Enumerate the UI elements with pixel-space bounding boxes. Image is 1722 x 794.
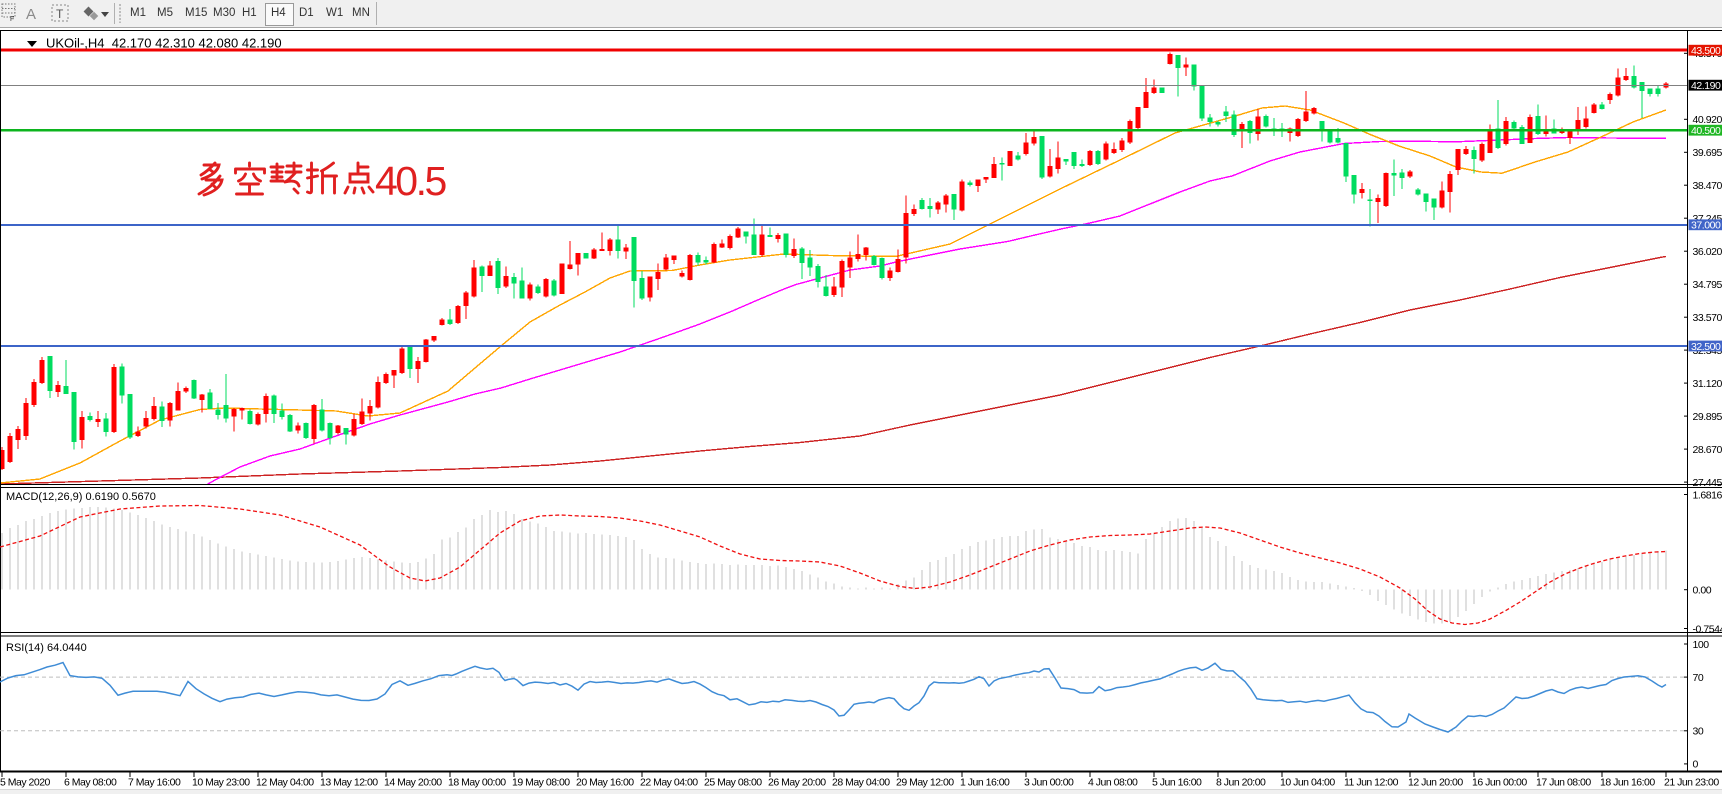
svg-text:F: F	[10, 16, 14, 23]
svg-text:27.445: 27.445	[1693, 477, 1722, 489]
svg-text:-0.7544: -0.7544	[1693, 623, 1722, 635]
svg-text:28.670: 28.670	[1693, 444, 1722, 456]
svg-text:40.500: 40.500	[1691, 125, 1721, 137]
svg-text:6 May 08:00: 6 May 08:00	[64, 777, 117, 789]
svg-text:22 May 04:00: 22 May 04:00	[640, 777, 698, 789]
svg-text:25 May 08:00: 25 May 08:00	[704, 777, 762, 789]
svg-text:37.000: 37.000	[1691, 220, 1721, 232]
svg-text:32.500: 32.500	[1691, 341, 1721, 353]
svg-text:12 May 04:00: 12 May 04:00	[256, 777, 314, 789]
svg-text:39.695: 39.695	[1693, 147, 1722, 159]
svg-text:36.020: 36.020	[1693, 246, 1722, 258]
svg-text:A: A	[26, 6, 36, 23]
svg-text:3 Jun 00:00: 3 Jun 00:00	[1024, 777, 1074, 789]
svg-text:33.570: 33.570	[1693, 312, 1722, 324]
svg-text:12 Jun 20:00: 12 Jun 20:00	[1408, 777, 1463, 789]
svg-text:10 Jun 04:00: 10 Jun 04:00	[1280, 777, 1335, 789]
svg-text:42.190: 42.190	[1691, 80, 1721, 92]
svg-text:26 May 20:00: 26 May 20:00	[768, 777, 826, 789]
svg-text:19 May 08:00: 19 May 08:00	[512, 777, 570, 789]
svg-text:14 May 20:00: 14 May 20:00	[384, 777, 442, 789]
svg-text:MACD(12,26,9) 0.6190 0.5670: MACD(12,26,9) 0.6190 0.5670	[6, 491, 156, 503]
svg-text:1.6816: 1.6816	[1693, 489, 1722, 501]
svg-text:21 Jun 23:00: 21 Jun 23:00	[1664, 777, 1719, 789]
svg-text:18 May 00:00: 18 May 00:00	[448, 777, 506, 789]
svg-text:0: 0	[1693, 759, 1699, 771]
svg-text:34.795: 34.795	[1693, 279, 1722, 291]
svg-text:11 Jun 12:00: 11 Jun 12:00	[1344, 777, 1399, 789]
svg-text:43.500: 43.500	[1691, 45, 1721, 57]
svg-text:29.895: 29.895	[1693, 411, 1722, 423]
svg-text:17 Jun 08:00: 17 Jun 08:00	[1536, 777, 1591, 789]
svg-text:16 Jun 00:00: 16 Jun 00:00	[1472, 777, 1527, 789]
svg-text:30: 30	[1693, 726, 1704, 738]
svg-text:31.120: 31.120	[1693, 378, 1722, 390]
svg-text:8 Jun 20:00: 8 Jun 20:00	[1216, 777, 1266, 789]
svg-text:28 May 04:00: 28 May 04:00	[832, 777, 890, 789]
svg-text:70: 70	[1693, 672, 1704, 684]
svg-text:40.5: 40.5	[375, 158, 446, 204]
svg-text:5 Jun 16:00: 5 Jun 16:00	[1152, 777, 1202, 789]
svg-text:5 May 2020: 5 May 2020	[0, 777, 51, 789]
svg-text:4 Jun 08:00: 4 Jun 08:00	[1088, 777, 1138, 789]
svg-text:7 May 16:00: 7 May 16:00	[128, 777, 181, 789]
svg-text:1 Jun 16:00: 1 Jun 16:00	[960, 777, 1010, 789]
svg-text:40.920: 40.920	[1693, 114, 1722, 126]
svg-text:100: 100	[1693, 639, 1710, 651]
svg-text:29 May 12:00: 29 May 12:00	[896, 777, 954, 789]
svg-text:13 May 12:00: 13 May 12:00	[320, 777, 378, 789]
svg-text:18 Jun 16:00: 18 Jun 16:00	[1600, 777, 1655, 789]
svg-text:RSI(14) 64.0440: RSI(14) 64.0440	[6, 642, 87, 654]
svg-text:0.00: 0.00	[1693, 585, 1712, 597]
svg-text:10 May 23:00: 10 May 23:00	[192, 777, 250, 789]
svg-text:38.470: 38.470	[1693, 180, 1722, 192]
svg-text:20 May 16:00: 20 May 16:00	[576, 777, 634, 789]
svg-text:T: T	[56, 7, 64, 21]
svg-text:UKOil-,H4 42.170 42.310 42.08: UKOil-,H4 42.170 42.310 42.080 42.190	[46, 36, 282, 51]
